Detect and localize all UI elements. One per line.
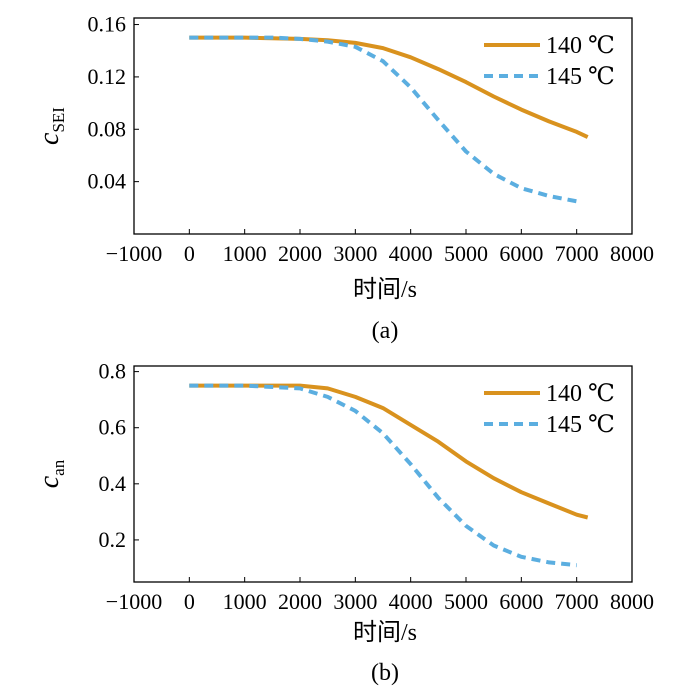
x-tick-label: 3000 <box>333 241 377 266</box>
y-tick-label: 0.4 <box>99 471 127 496</box>
x-tick-label: 7000 <box>555 241 599 266</box>
x-tick-label: 0 <box>184 241 195 266</box>
x-axis-label: 时间/s <box>353 619 417 646</box>
y-tick-label: 0.12 <box>88 64 127 89</box>
series-line-1 <box>189 383 589 520</box>
x-tick-label: 7000 <box>555 589 599 614</box>
x-tick-label: 2000 <box>278 241 322 266</box>
x-tick-label: 5000 <box>444 589 488 614</box>
x-tick-label: 8000 <box>610 241 654 266</box>
x-tick-label: 0 <box>184 589 195 614</box>
x-tick-label: 5000 <box>444 241 488 266</box>
x-tick-label: 1000 <box>223 589 267 614</box>
x-tick-label: −1000 <box>106 241 162 266</box>
y-tick-label: 0.08 <box>88 116 127 141</box>
series-line-2 <box>189 35 578 204</box>
y-tick-label: 0.16 <box>88 12 127 37</box>
y-tick-label: 0.8 <box>99 359 127 384</box>
chart-panels: −1000 0 1000 2000 3000 4000 5000 6000 7000 8000 0.… <box>34 12 654 686</box>
y-axis-label: can <box>34 459 68 488</box>
legend-label-1: 140 ℃ <box>546 33 615 59</box>
chart-panel-1: −1000 0 1000 2000 3000 4000 5000 6000 7000 8000 0.… <box>34 12 654 344</box>
x-tick-label: 3000 <box>333 589 377 614</box>
y-tick-label: 0.2 <box>99 527 127 552</box>
x-tick-label: −1000 <box>106 589 162 614</box>
panel-caption: (a) <box>372 318 399 344</box>
plot-frame <box>133 365 633 583</box>
legend: 140 ℃ 145 ℃ <box>484 381 615 438</box>
x-tick-label: 6000 <box>499 241 543 266</box>
series-line-2 <box>189 383 577 568</box>
x-axis-label: 时间/s <box>353 276 417 303</box>
y-tick-label: 0.6 <box>99 415 127 440</box>
y-tick-label: 0.04 <box>88 169 127 194</box>
legend: 140 ℃ 145 ℃ <box>484 33 615 90</box>
legend-label-2: 145 ℃ <box>546 412 615 438</box>
x-tick-label: 1000 <box>223 241 267 266</box>
chart-panel-2: −1000 0 1000 2000 3000 4000 5000 6000 7000 8000 0.… <box>34 359 654 686</box>
x-tick-label: 4000 <box>389 589 433 614</box>
plot-frame <box>133 17 633 235</box>
x-tick-label: 8000 <box>610 589 654 614</box>
x-tick-label: 6000 <box>499 589 543 614</box>
legend-label-1: 140 ℃ <box>546 381 615 407</box>
x-tick-label: 2000 <box>278 589 322 614</box>
panel-caption: (b) <box>371 660 399 686</box>
y-axis-label: cSEI <box>34 107 68 145</box>
series-line-1 <box>189 35 589 139</box>
legend-label-2: 145 ℃ <box>546 64 615 90</box>
x-tick-label: 4000 <box>389 241 433 266</box>
